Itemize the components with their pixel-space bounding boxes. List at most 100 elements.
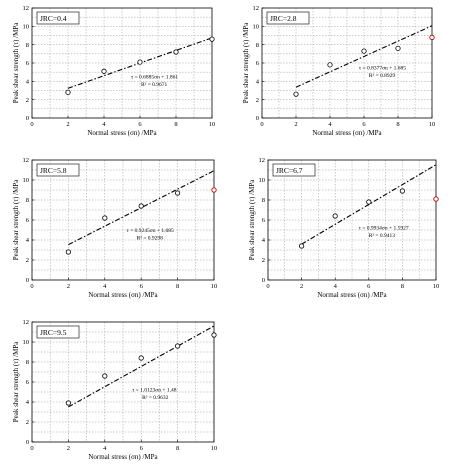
y-tick-label: 8 [26,42,29,49]
x-tick-label: 8 [174,121,177,128]
data-point [137,59,143,65]
x-tick-label: 2 [294,121,297,128]
jrc-label: JRC=9.5 [40,328,67,337]
x-tick-label: 0 [30,445,33,452]
y-axis-label: Peak shear strength (τ) /MPa [12,341,20,422]
jrc-label-box [36,325,80,339]
data-point [298,243,305,249]
fit-equation: τ = 1.0123σn + 1.48 [132,388,177,394]
data-point [65,89,71,95]
jrc-label-box [36,11,80,25]
chart-panel-3: 0 2 4 6 8 10 0 2 4 6 8 10 12 Normal stress (σn) /MPa P… [12,157,217,299]
x-tick-label: 6 [362,121,366,128]
jrc-label: JRC=6.7 [276,166,303,175]
y-tick-label: 0 [256,115,259,122]
data-point [399,188,405,194]
fit-line [68,325,215,408]
x-axis-label: Normal stress (σn) /MPa [88,291,158,299]
r-squared: R² = 0.9413 [369,233,396,239]
x-tick-label: 4 [103,283,107,290]
x-tick-label: 8 [176,283,179,290]
x-tick-label: 0 [260,121,263,128]
y-tick-label: 12 [23,319,30,326]
x-tick-label: 2 [300,283,303,290]
x-tick-label: 2 [67,283,70,290]
data-point [211,332,217,338]
y-tick-label: 0 [26,115,29,122]
x-tick-label: 10 [433,283,440,290]
y-tick-label: 2 [262,257,265,264]
y-tick-label: 4 [26,237,30,244]
data-point-outlier [429,34,435,40]
data-point [65,249,72,255]
y-tick-label: 4 [26,79,30,86]
y-axis-label: Peak shear strength (τ) /MPa [242,22,250,103]
data-point-outlier [433,196,439,202]
y-tick-label: 12 [259,157,266,164]
data-point [138,203,144,209]
data-point [175,343,181,349]
data-point [138,355,144,361]
chart-panel-2: 0 2 4 6 8 10 0 2 4 6 8 10 12 Normal stress (σn) /MPa P… [242,5,435,137]
y-tick-label: 6 [26,60,30,67]
x-tick-label: 6 [140,283,144,290]
jrc-label: JRC=0.4 [40,14,67,23]
data-point [65,400,72,406]
r-squared: R² = 0.9671 [141,82,168,88]
y-tick-label: 10 [23,177,30,184]
y-tick-label: 8 [262,197,265,204]
y-tick-label: 4 [262,237,266,244]
x-tick-label: 2 [67,445,70,452]
data-point [395,45,401,51]
data-point [293,91,299,97]
x-tick-label: 10 [209,121,216,128]
y-tick-label: 2 [26,257,29,264]
fit-equation: τ = 0.9245σn + 1.685 [127,228,174,234]
y-tick-label: 10 [23,24,30,31]
y-tick-label: 8 [26,359,29,366]
y-tick-label: 8 [256,42,259,49]
x-tick-label: 4 [102,121,106,128]
x-tick-label: 0 [30,121,33,128]
x-tick-label: 6 [138,121,142,128]
data-point [327,62,333,68]
y-axis-label: Peak shear strength (τ) /MPa [12,22,20,103]
x-tick-label: 8 [401,283,404,290]
x-tick-label: 10 [211,283,218,290]
data-point [366,199,372,205]
x-tick-label: 2 [66,121,69,128]
x-tick-label: 8 [176,445,179,452]
data-point [175,190,181,196]
chart-panel-1: 0 2 4 6 8 10 0 2 4 6 8 10 12 Normal stress (σn) /MPa P… [12,5,215,137]
y-tick-label: 6 [262,217,266,224]
y-axis-label: Peak shear strength (τ) /MPa [12,179,20,260]
x-tick-label: 6 [140,445,144,452]
x-axis-label: Normal stress (σn) /MPa [87,129,157,137]
y-tick-label: 0 [26,277,29,284]
x-tick-label: 4 [103,445,107,452]
jrc-label-box [36,163,80,177]
x-axis-label: Normal stress (σn) /MPa [317,291,387,299]
y-tick-label: 4 [26,399,30,406]
y-tick-label: 10 [259,177,266,184]
r-squared: R² = 0.8929 [369,73,396,79]
y-tick-label: 10 [23,339,30,346]
x-tick-label: 10 [429,121,436,128]
x-tick-label: 6 [367,283,371,290]
x-tick-label: 4 [334,283,338,290]
x-tick-label: 10 [211,445,218,452]
y-tick-label: 6 [26,217,30,224]
y-tick-label: 12 [23,5,30,12]
y-tick-label: 8 [26,197,29,204]
data-point [209,36,215,42]
x-tick-label: 8 [396,121,399,128]
data-point [101,68,107,74]
x-tick-label: 0 [266,283,269,290]
jrc-label-box [272,163,316,177]
fit-equation: τ = 0.9934σn + 1.5927 [359,226,409,232]
y-tick-label: 2 [26,419,29,426]
jrc-label-box [266,11,310,25]
r-squared: R² = 0.9632 [142,395,169,401]
y-tick-label: 4 [256,79,260,86]
y-axis-label: Peak shear strength (τ) /MPa [248,179,256,260]
